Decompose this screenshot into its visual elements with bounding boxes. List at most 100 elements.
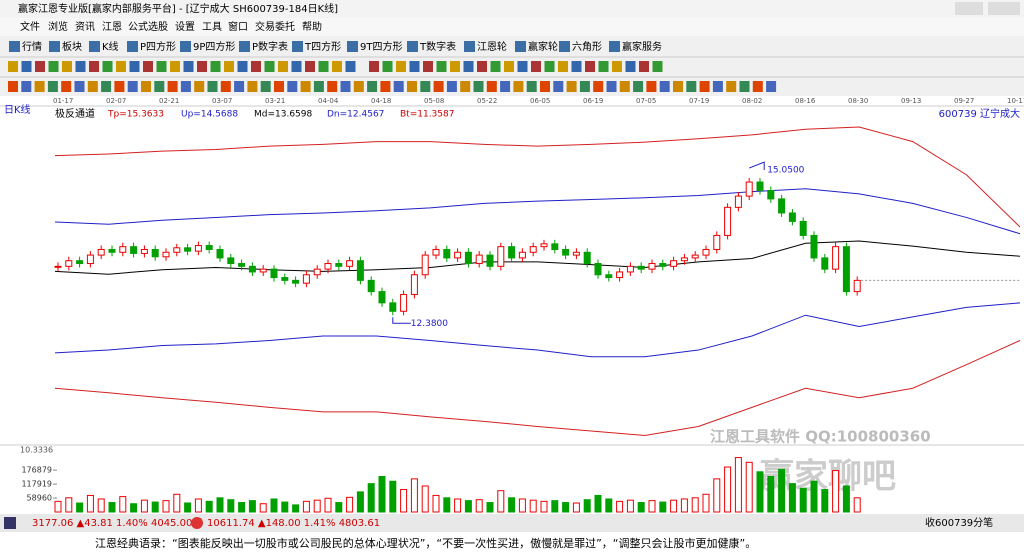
toolbar-button[interactable]: T数字表 (419, 40, 456, 53)
close-button[interactable] (988, 2, 1020, 15)
toolbar-button[interactable]: K线 (102, 40, 119, 53)
toolbar-button[interactable]: 赢家轮 (528, 40, 558, 53)
candle (659, 263, 667, 267)
candle (130, 246, 138, 254)
menu-item[interactable]: 公式选股 (128, 20, 168, 33)
menu-item[interactable]: 帮助 (302, 20, 322, 33)
volume-bar (821, 489, 829, 513)
tool-icon (210, 61, 221, 72)
menu-item[interactable]: 浏览 (48, 20, 68, 33)
tool-icon (566, 81, 577, 92)
candle (680, 257, 688, 262)
toolbar-button[interactable]: 六角形 (572, 41, 602, 53)
volume-bar (184, 502, 192, 513)
volume-bar (432, 494, 440, 513)
volume-tick-label: 117919 (21, 480, 52, 489)
tool-icon (531, 61, 541, 72)
tool-icon (62, 61, 72, 72)
toolbar-button[interactable]: 9T四方形 (360, 40, 402, 53)
volume-tick-label: 58960 (27, 494, 52, 503)
toolbar-button[interactable]: T四方形 (304, 40, 341, 53)
candle (583, 251, 591, 265)
tool-icon (579, 81, 590, 92)
volume-bar (713, 478, 721, 513)
volume-bar (367, 483, 375, 513)
volume-bar (194, 498, 202, 513)
volume-bar (724, 466, 732, 513)
tool-icon (639, 61, 649, 72)
volume-bar (583, 499, 591, 513)
tool-icon (473, 81, 484, 92)
tool-icon (490, 61, 501, 72)
tool-icon (114, 81, 125, 92)
candle (734, 195, 742, 208)
menu-item[interactable]: 江恩 (102, 21, 122, 33)
volume-bar (259, 503, 267, 513)
candle (799, 220, 807, 236)
volume-bar (76, 502, 84, 513)
candle (778, 198, 786, 214)
date-label: 05-22 (477, 97, 497, 105)
candle (259, 268, 267, 273)
status-tick: 收600739分笔 (925, 516, 993, 529)
candle (378, 291, 386, 304)
tool-icon (48, 61, 59, 72)
tool-icon (89, 41, 100, 52)
candle (97, 248, 105, 256)
toolbar-button[interactable]: 行情 (22, 40, 42, 53)
volume-bar (378, 476, 386, 513)
menu-item[interactable]: 资讯 (75, 21, 95, 33)
menu-item[interactable]: 工具 (202, 21, 222, 33)
volume-bar (389, 480, 397, 513)
tool-icon (367, 81, 378, 92)
tool-icon (237, 61, 248, 72)
menu-item[interactable]: 设置 (175, 21, 195, 33)
date-label: 03-21 (265, 97, 285, 105)
tool-icon (34, 81, 45, 92)
menu-item[interactable]: 文件 (20, 20, 40, 33)
candle (194, 245, 202, 252)
candle (119, 246, 127, 253)
volume-bar (65, 497, 73, 513)
restore-button[interactable] (955, 2, 983, 15)
tool-icon (369, 61, 379, 72)
tool-icon (712, 81, 723, 92)
tool-icon (154, 81, 165, 92)
volume-bar (702, 493, 710, 513)
volume-bar (659, 501, 667, 513)
tool-icon (606, 81, 617, 92)
toolbar-button[interactable]: P四方形 (140, 40, 176, 53)
candle (605, 274, 613, 279)
tool-icon (21, 61, 32, 72)
volume-bar (648, 500, 656, 513)
volume-top-label: 10.3336 (20, 446, 53, 455)
tool-icon (526, 81, 537, 92)
toolbar-button[interactable]: 9P四方形 (193, 40, 235, 53)
tool-icon (766, 81, 777, 92)
date-label: 02-21 (159, 97, 179, 105)
tool-icon (340, 81, 351, 92)
status-bar (0, 514, 1024, 532)
toolbar-button[interactable]: 板块 (62, 40, 82, 53)
tool-icon (87, 81, 98, 92)
candle (572, 251, 580, 256)
menu-item[interactable]: 交易委托 (255, 20, 295, 33)
volume-bar (778, 468, 786, 513)
toolbar-button[interactable]: 江恩轮 (477, 40, 507, 53)
date-label: 06-05 (530, 97, 550, 105)
candle (248, 265, 256, 273)
status-icon (191, 517, 203, 529)
candle (767, 189, 775, 200)
tool-icon (61, 81, 72, 92)
menu-item[interactable]: 窗口 (228, 20, 248, 33)
toolbar-button[interactable]: P数字表 (252, 40, 288, 53)
tool-icon (291, 61, 302, 72)
tool-icon (625, 61, 636, 72)
tool-icon (35, 61, 45, 72)
tool-icon (504, 61, 514, 72)
tool-icon (167, 81, 178, 92)
volume-bar (529, 499, 537, 513)
toolbar-button[interactable]: 赢家服务 (622, 40, 662, 53)
channel-line (54, 126, 1021, 228)
indicator-param: Bt=11.3587 (400, 110, 454, 120)
